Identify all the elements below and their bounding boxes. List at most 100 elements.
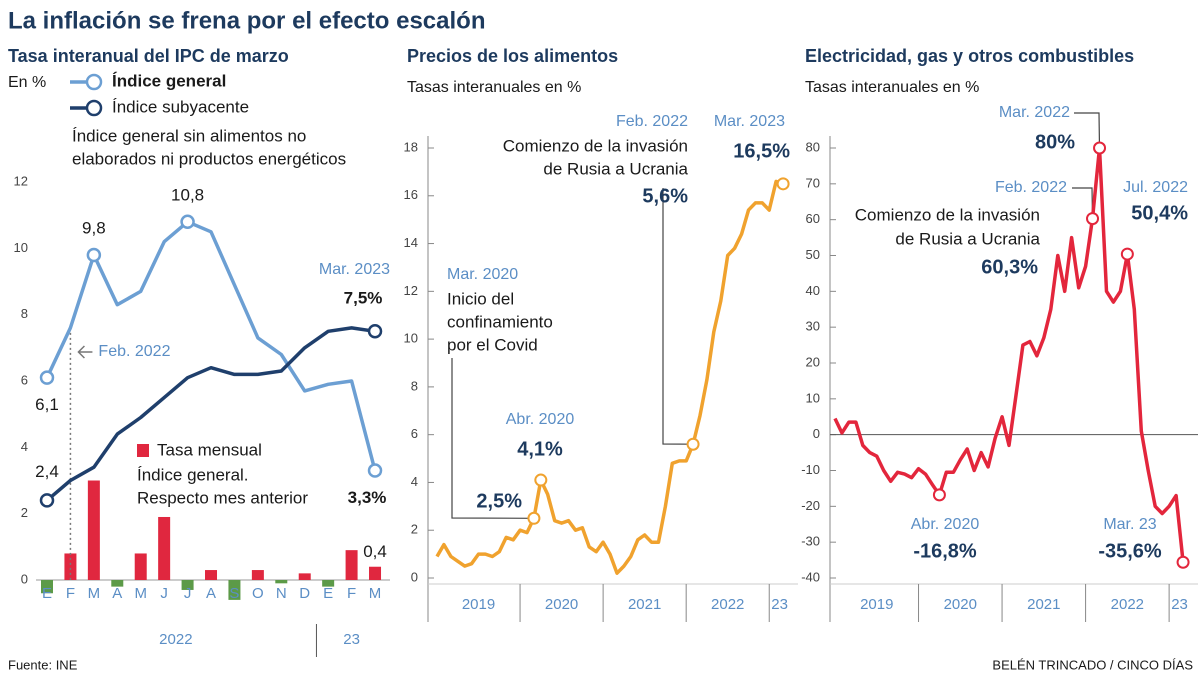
annotation-text: por el Covid xyxy=(447,335,538,354)
chart-title: Electricidad, gas y otros combustibles xyxy=(805,46,1134,66)
y-tick-label: 10 xyxy=(806,390,820,405)
point-marker xyxy=(527,511,541,525)
annotation-text: Comienzo de la invasión xyxy=(855,205,1040,224)
annotation-text: de Rusia a Ucrania xyxy=(895,229,1040,248)
value-label: 2,5% xyxy=(476,490,522,512)
y-tick-label: 80 xyxy=(806,139,820,154)
value-label: 50,4% xyxy=(1131,202,1188,224)
annotation-date: Abr. 2020 xyxy=(506,411,575,428)
x-tick-label: 23 xyxy=(1171,596,1188,613)
chart-subtitle: Tasas interanuales en % xyxy=(407,79,581,96)
point-marker xyxy=(776,177,790,191)
annotation-date: Feb. 2022 xyxy=(616,113,688,130)
note: elaborados ni productos energéticos xyxy=(72,149,346,168)
value-label: 5,6% xyxy=(642,185,688,207)
annotation-text: Comienzo de la invasión xyxy=(503,136,688,155)
legend-marker xyxy=(85,99,103,117)
bar-note: Índice general. xyxy=(137,465,249,484)
bar xyxy=(41,580,53,594)
legend-label: Índice general xyxy=(112,71,226,90)
annotation-date: Feb. 2022 xyxy=(995,179,1067,196)
x-tick-label: S xyxy=(229,585,239,602)
chart-title: Tasa interanual del IPC de marzo xyxy=(8,46,289,66)
bar xyxy=(322,580,335,587)
x-tick-label: 2021 xyxy=(628,596,661,613)
point-marker xyxy=(39,370,55,385)
x-tick-label: M xyxy=(369,585,382,602)
value-label: 7,5% xyxy=(344,289,383,308)
point-marker xyxy=(367,463,383,478)
value-label: 60,3% xyxy=(981,256,1038,278)
x-tick-label: D xyxy=(299,585,310,602)
annotation-date: Mar. 23 xyxy=(1103,516,1156,533)
y-tick-label: 10 xyxy=(404,331,418,346)
point-marker xyxy=(1176,555,1190,569)
value-label: 10,8 xyxy=(171,185,204,204)
value-label: -35,6% xyxy=(1098,540,1162,562)
y-tick-label: 70 xyxy=(806,175,820,190)
x-tick-label: O xyxy=(252,585,264,602)
x-tick-label: E xyxy=(42,585,52,602)
x-tick-label: 2022 xyxy=(1111,596,1144,613)
bar xyxy=(251,570,264,580)
y-tick-label: 8 xyxy=(411,378,418,393)
y-tick-label: 12 xyxy=(404,283,418,298)
x-tick-label: J xyxy=(184,585,192,602)
line xyxy=(45,220,377,472)
point-marker xyxy=(932,488,946,502)
point-marker xyxy=(86,247,102,263)
point-marker xyxy=(686,437,700,451)
x-tick-label: F xyxy=(347,585,356,602)
point-marker xyxy=(367,324,383,339)
x-tick-label: 2019 xyxy=(462,596,495,613)
point-marker xyxy=(534,473,548,487)
value-label: 6,1 xyxy=(35,395,59,414)
y-tick-label: 2 xyxy=(411,522,418,537)
x-tick-label: 23 xyxy=(771,596,788,613)
annotation-date: Mar. 2020 xyxy=(447,266,518,283)
pointer-line xyxy=(451,358,534,519)
bar-legend-label: Tasa mensual xyxy=(157,440,262,459)
x-tick-label: A xyxy=(206,585,216,602)
annotation-text: confinamiento xyxy=(447,312,553,331)
y-tick-label: 10 xyxy=(14,240,28,255)
x-tick-label: 2020 xyxy=(944,596,977,613)
bar xyxy=(134,553,147,580)
y-tick-label: 0 xyxy=(813,426,820,441)
x-tick-label: F xyxy=(66,585,75,602)
y-tick-label: 50 xyxy=(806,247,820,262)
pointer-line xyxy=(662,188,694,445)
value-label: 4,1% xyxy=(517,438,563,460)
year-label: 2022 xyxy=(159,631,192,648)
chart-title: Precios de los alimentos xyxy=(407,46,618,66)
point-marker xyxy=(1120,247,1134,261)
bar-value-label: 0,4 xyxy=(363,542,387,561)
x-tick-label: 2021 xyxy=(1027,596,1060,613)
x-tick-label: N xyxy=(276,585,287,602)
bar xyxy=(369,566,382,580)
annotation-date: Mar. 2023 xyxy=(319,261,390,278)
y-tick-label: 14 xyxy=(404,235,418,250)
y-tick-label: 6 xyxy=(411,426,418,441)
y-tick-label: 4 xyxy=(21,439,28,454)
line xyxy=(435,179,784,575)
point-marker xyxy=(1093,141,1107,155)
y-tick-label: 6 xyxy=(21,372,28,387)
bar-note: Respecto mes anterior xyxy=(137,488,308,507)
bar xyxy=(228,580,241,600)
x-tick-label: J xyxy=(160,585,168,602)
y-tick-label: 16 xyxy=(404,187,418,202)
y-tick-label: 2 xyxy=(21,505,28,520)
legend-marker xyxy=(85,73,103,91)
y-tick-label: -20 xyxy=(801,498,820,513)
unit: En % xyxy=(8,74,46,91)
x-tick-label: M xyxy=(134,585,147,602)
bar xyxy=(345,550,358,580)
x-tick-label: A xyxy=(112,585,122,602)
y-tick-label: 60 xyxy=(806,211,820,226)
x-tick-label: M xyxy=(88,585,101,602)
y-tick-label: 20 xyxy=(806,354,820,369)
value-label: 9,8 xyxy=(82,218,106,237)
bar xyxy=(64,553,77,580)
